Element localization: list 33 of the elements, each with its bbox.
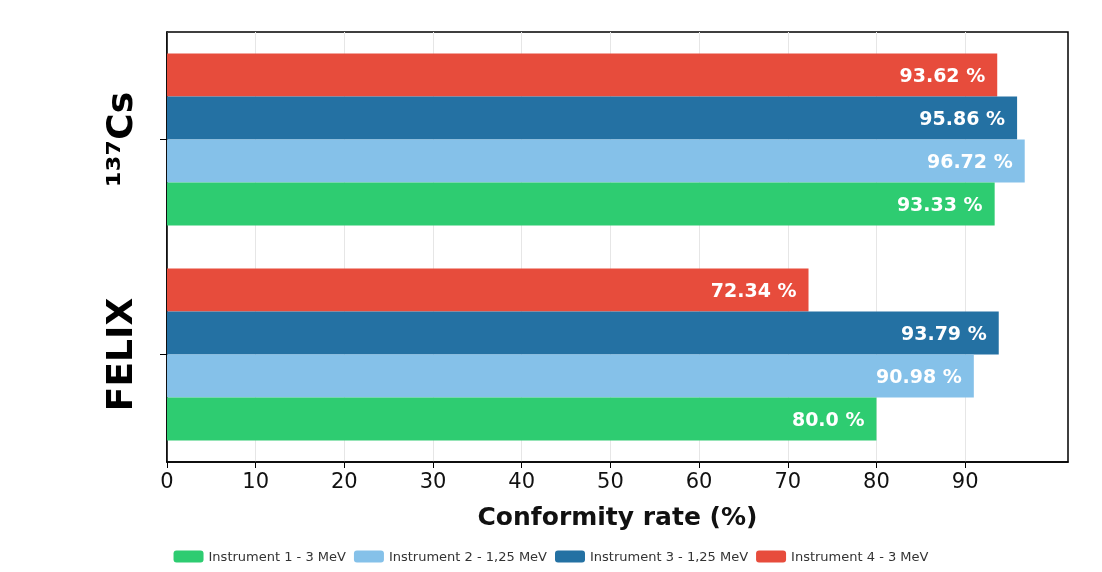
- data-label: 90.98 %: [876, 365, 962, 387]
- x-tick-label: 0: [160, 468, 174, 493]
- bar: [167, 397, 877, 441]
- legend-label: Instrument 4 - 3 MeV: [791, 549, 929, 564]
- x-tick-label: 20: [331, 468, 358, 493]
- data-label: 93.62 %: [899, 64, 986, 86]
- data-label: 80.0 %: [791, 408, 865, 430]
- data-label: 93.33 %: [896, 193, 983, 215]
- x-tick-label: 10: [242, 468, 270, 493]
- bar: [167, 268, 809, 312]
- x-tick-label: 50: [597, 468, 624, 493]
- bar: [167, 53, 998, 97]
- bar: [167, 96, 1018, 140]
- bar: [167, 182, 995, 226]
- legend-label: Instrument 1 - 3 MeV: [208, 549, 347, 564]
- bar: [167, 311, 999, 355]
- x-tick-label: 70: [774, 468, 802, 493]
- x-tick-label: 90: [951, 468, 979, 493]
- data-label: 96.72 %: [926, 150, 1013, 172]
- data-label: 72.34 %: [710, 279, 797, 301]
- bar: [167, 354, 974, 398]
- bar: [167, 139, 1025, 183]
- x-tick-label: 40: [508, 468, 536, 493]
- legend-label: Instrument 2 - 1,25 MeV: [388, 549, 548, 564]
- x-tick-label: 30: [419, 468, 447, 493]
- data-label: 95.86 %: [919, 107, 1006, 129]
- x-tick-label: 80: [863, 468, 890, 493]
- y-tick-label: FELIX: [98, 297, 140, 412]
- legend-label: Instrument 3 - 1,25 MeV: [590, 549, 749, 564]
- y-tick-label: ¹³⁷Cs: [98, 91, 140, 188]
- x-axis-title: Conformity rate (%): [477, 502, 758, 531]
- data-label: 93.79 %: [900, 322, 987, 344]
- x-tick-label: 60: [685, 468, 713, 493]
